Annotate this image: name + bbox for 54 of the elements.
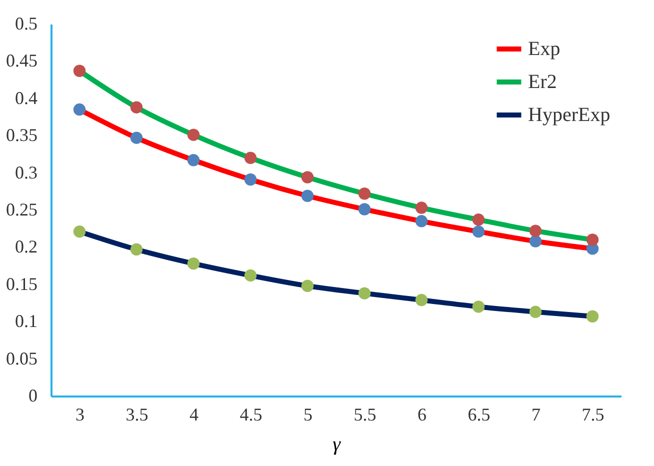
point <box>586 234 599 246</box>
point <box>244 173 257 186</box>
point <box>187 128 200 141</box>
y-tick-label: 0.15 <box>6 274 38 294</box>
x-tick-label: 3 <box>76 404 84 424</box>
point <box>244 269 257 282</box>
x-tick-label: 5.5 <box>354 404 376 424</box>
point <box>415 294 428 306</box>
point <box>187 154 200 166</box>
point <box>358 188 371 200</box>
x-tick-label: 6.5 <box>468 404 490 424</box>
point <box>301 190 314 202</box>
legend-label: HyperExp <box>528 104 610 126</box>
point <box>472 214 485 226</box>
y-tick-label: 0.1 <box>15 311 38 332</box>
point <box>358 203 371 216</box>
point <box>529 306 542 318</box>
y-tick-label: 0.05 <box>6 348 38 368</box>
y-tick-label: 0.3 <box>15 162 38 182</box>
y-tick-label: 0.2 <box>15 236 38 257</box>
point <box>187 257 200 270</box>
point <box>529 235 542 248</box>
x-tick-label: 3.5 <box>126 404 148 424</box>
point <box>301 171 314 184</box>
y-tick-label: 0.25 <box>6 200 38 220</box>
point <box>130 132 143 144</box>
point <box>586 310 599 323</box>
point <box>73 225 86 238</box>
point <box>130 101 143 114</box>
y-tick-label: 0 <box>28 386 38 406</box>
x-tick-label: 7.5 <box>582 404 604 424</box>
point <box>73 64 86 77</box>
point <box>529 224 542 237</box>
point <box>472 225 485 238</box>
x-tick-label: 6 <box>418 404 426 424</box>
point <box>415 215 428 228</box>
x-tick-label: 4 <box>190 404 198 424</box>
x-axis-title: γ <box>332 434 342 456</box>
x-tick-label: 4.5 <box>240 404 262 424</box>
y-tick-label: 0.45 <box>6 50 38 71</box>
point <box>73 103 86 116</box>
point <box>358 287 371 300</box>
x-tick-label: 5 <box>304 404 312 424</box>
legend-label: Exp <box>528 38 560 60</box>
legend-label: Er2 <box>528 71 557 93</box>
point <box>415 202 428 214</box>
y-tick-label: 0.5 <box>15 14 38 34</box>
point <box>130 243 143 256</box>
point <box>244 152 257 164</box>
point <box>301 280 314 292</box>
point <box>472 300 485 313</box>
y-tick-label: 0.4 <box>15 88 38 108</box>
x-tick-label: 7 <box>532 404 540 424</box>
y-tick-label: 0.35 <box>6 125 38 146</box>
